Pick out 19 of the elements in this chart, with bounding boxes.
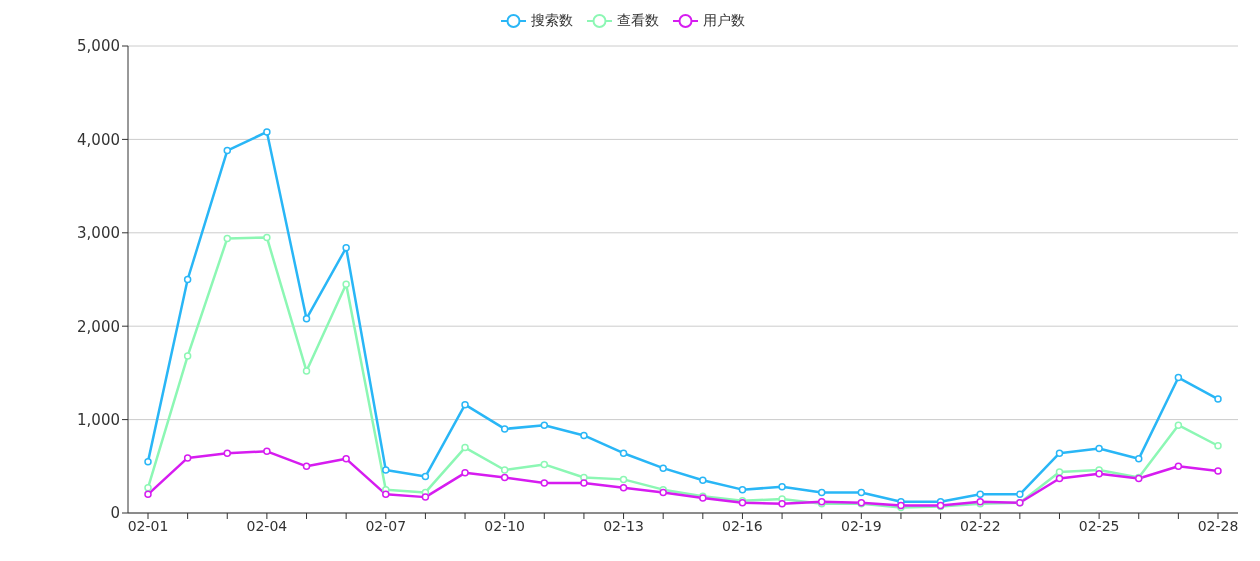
x-tick-label: 02-22 [959, 517, 1001, 534]
x-tick-label: 02-19 [840, 517, 882, 534]
x-tick-label: 02-28 [1197, 517, 1239, 534]
legend-label: 查看数 [617, 12, 659, 30]
x-tick-label: 02-07 [365, 517, 407, 534]
legend-label: 搜索数 [531, 12, 573, 30]
x-tick-label: 02-16 [722, 517, 763, 534]
x-tick-label: 02-13 [603, 517, 644, 534]
x-tick-label: 02-01 [127, 517, 169, 534]
x-tick-label: 02-04 [246, 517, 288, 534]
y-tick-label: 4,000 [77, 130, 120, 149]
y-tick-label: 5,000 [77, 37, 120, 56]
y-tick-label: 1,000 [77, 410, 120, 429]
x-tick-label: 02-25 [1078, 517, 1120, 534]
x-tick-label: 02-10 [484, 517, 526, 534]
y-tick-label: 0 [110, 504, 120, 523]
legend-label: 用户数 [703, 12, 745, 30]
y-tick-label: 3,000 [77, 224, 120, 243]
y-tick-label: 2,000 [77, 317, 120, 336]
